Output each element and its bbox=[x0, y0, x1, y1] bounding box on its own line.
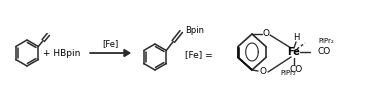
Text: Fe: Fe bbox=[288, 47, 301, 57]
Polygon shape bbox=[124, 49, 130, 56]
Text: O: O bbox=[262, 29, 270, 38]
Text: H: H bbox=[293, 34, 299, 43]
Text: + HBpin: + HBpin bbox=[43, 48, 81, 57]
Text: CO: CO bbox=[290, 66, 303, 75]
Text: PiPr₂: PiPr₂ bbox=[280, 70, 296, 76]
Text: CO: CO bbox=[318, 47, 331, 56]
Text: [Fe]: [Fe] bbox=[102, 39, 118, 48]
Text: PiPr₂: PiPr₂ bbox=[318, 38, 334, 44]
Text: O: O bbox=[260, 67, 266, 76]
Text: Bpin: Bpin bbox=[185, 26, 204, 35]
Text: [Fe] =: [Fe] = bbox=[185, 50, 213, 59]
